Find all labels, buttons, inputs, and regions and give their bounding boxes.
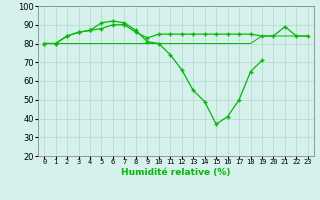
X-axis label: Humidité relative (%): Humidité relative (%) — [121, 168, 231, 177]
